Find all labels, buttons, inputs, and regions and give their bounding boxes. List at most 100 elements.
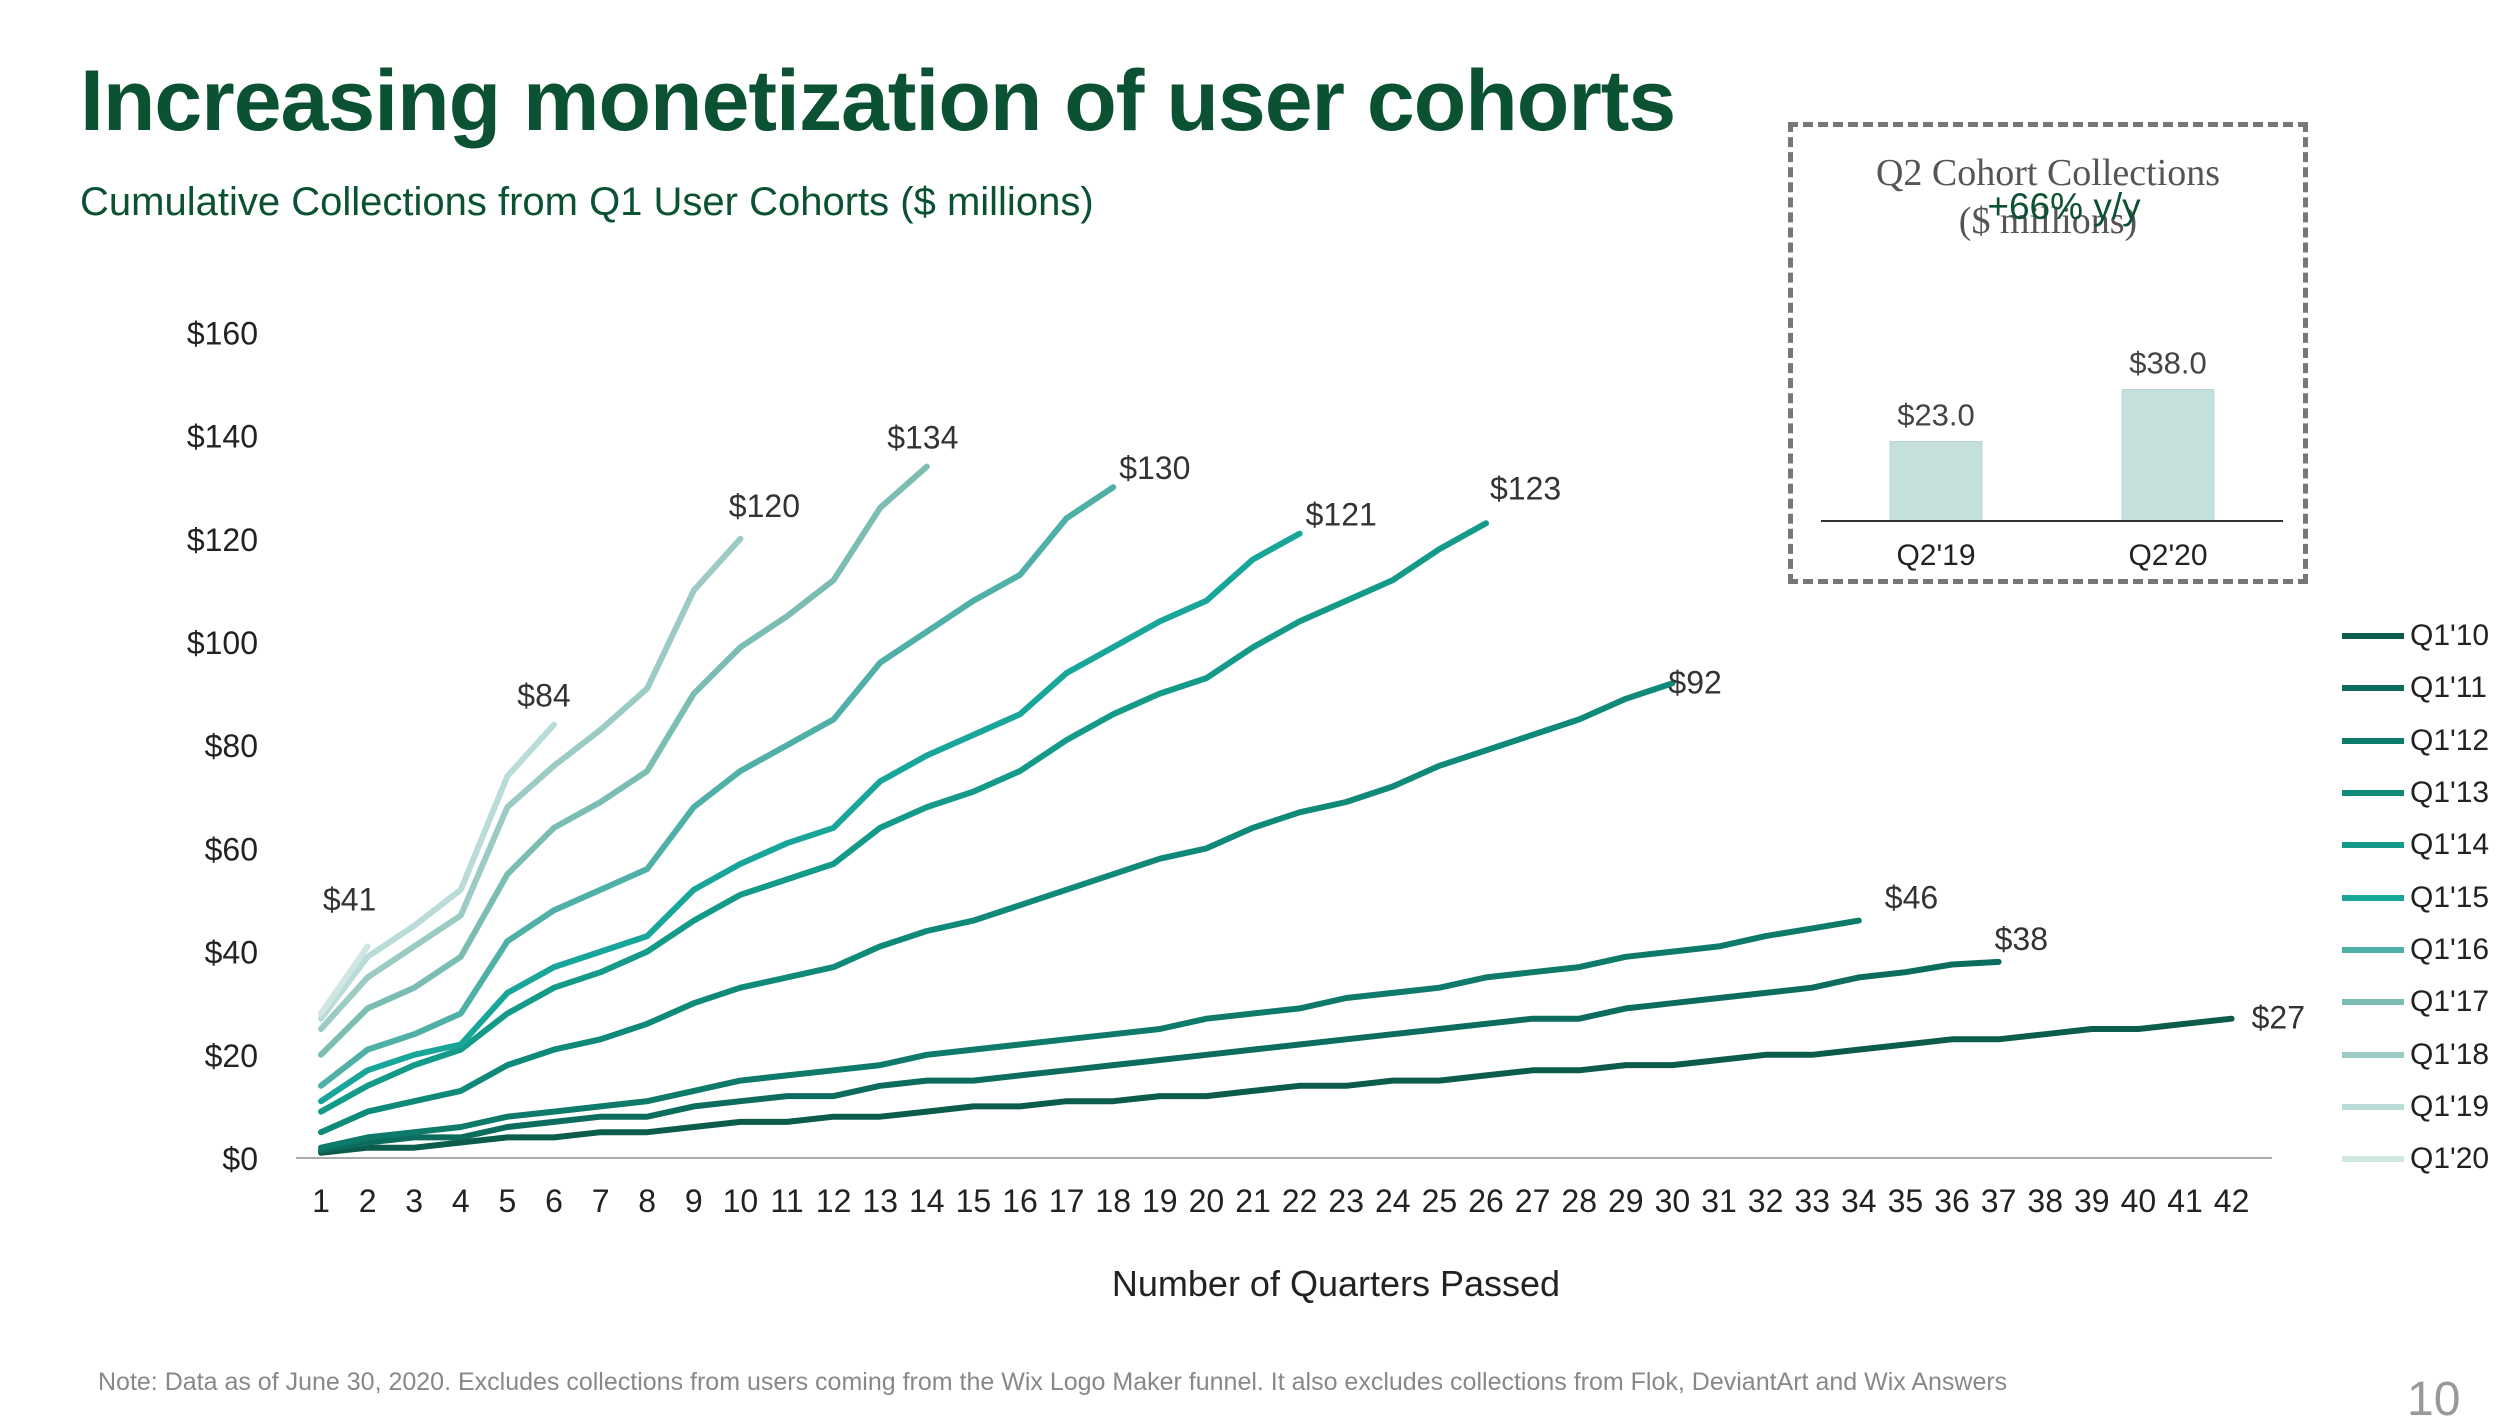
legend-item: Q1'11 [2342, 662, 2489, 714]
y-tick-label: $40 [205, 935, 258, 971]
legend-label: Q1'20 [2410, 1142, 2490, 1176]
inset-bar [1889, 440, 1983, 522]
series-lines [318, 463, 2235, 1156]
inset-bar-value-label: $23.0 [1897, 397, 1975, 432]
inset-category-label: Q2'19 [1896, 539, 1975, 572]
legend-label: Q1'13 [2410, 776, 2490, 810]
series-line [318, 917, 1862, 1151]
x-tick-label: 7 [592, 1183, 610, 1219]
x-tick-label: 10 [723, 1183, 759, 1219]
legend-label: Q1'10 [2410, 619, 2490, 653]
inset-category-label: Q2'20 [2128, 539, 2207, 572]
x-tick-label: 41 [2167, 1183, 2203, 1219]
legend-item: Q1'14 [2342, 819, 2489, 871]
legend-item: Q1'13 [2342, 767, 2489, 819]
inset-title: Q2 Cohort Collections ($ millions) [1793, 149, 2303, 245]
legend-label: Q1'11 [2410, 671, 2487, 705]
inset-title-line2: ($ millions) [1958, 200, 2138, 242]
x-tick-label: 4 [452, 1183, 470, 1219]
series-end-label: $46 [1885, 880, 1938, 916]
series-line [318, 535, 744, 1032]
chart-subtitle: Cumulative Collections from Q1 User Coho… [80, 180, 1094, 224]
x-tick-label: 1 [312, 1183, 330, 1219]
legend-label: Q1'17 [2410, 985, 2490, 1019]
series-line [318, 943, 371, 1017]
x-tick-label: 14 [909, 1183, 945, 1219]
x-tick-label: 17 [1049, 1183, 1085, 1219]
series-line [318, 680, 1676, 1136]
legend-item: Q1'10 [2342, 610, 2489, 662]
legend-item: Q1'16 [2342, 924, 2489, 976]
y-tick-label: $120 [187, 522, 258, 558]
legend-item: Q1'19 [2342, 1081, 2489, 1133]
inset-bar [2121, 389, 2215, 522]
inset-bars: $23.0 Q2'19 $38.0 Q2'20 [1889, 346, 2215, 572]
x-tick-label: 22 [1282, 1183, 1318, 1219]
x-tick-label: 18 [1095, 1183, 1131, 1219]
y-tick-label: $160 [187, 315, 258, 351]
footnote: Note: Data as of June 30, 2020. Excludes… [98, 1368, 2008, 1396]
series-line [318, 1015, 2235, 1156]
x-tick-label: 8 [638, 1183, 656, 1219]
y-tick-label: $0 [222, 1141, 258, 1177]
y-tick-label: $100 [187, 625, 258, 661]
legend-swatch [2342, 1103, 2404, 1110]
legend-label: Q1'12 [2410, 723, 2490, 757]
x-tick-label: 20 [1189, 1183, 1225, 1219]
y-tick-label: $140 [187, 419, 258, 455]
series-line [318, 484, 1117, 1089]
legend-label: Q1'15 [2410, 880, 2490, 914]
x-tick-label: 42 [2214, 1183, 2250, 1219]
legend-swatch [2342, 1156, 2404, 1163]
inset-title-line1: Q2 Cohort Collections [1875, 152, 2221, 194]
x-tick-label: 13 [862, 1183, 898, 1219]
x-tick-label: 34 [1841, 1183, 1877, 1219]
series-end-label: $120 [729, 488, 800, 524]
legend-label: Q1'19 [2410, 1089, 2490, 1123]
series-end-label: $121 [1306, 497, 1377, 533]
x-tick-label: 33 [1794, 1183, 1830, 1219]
x-tick-label: 19 [1142, 1183, 1178, 1219]
series-end-label: $92 [1668, 664, 1721, 700]
x-tick-label: 30 [1655, 1183, 1691, 1219]
x-tick-label: 37 [1981, 1183, 2017, 1219]
x-tick-label: 28 [1561, 1183, 1597, 1219]
series-end-label: $84 [517, 678, 570, 714]
series-line [318, 530, 1303, 1105]
legend-swatch [2342, 999, 2404, 1006]
inset-bar-chart: +66% y/y $23.0 Q2'19 $38.0 Q2'20 [1821, 186, 2283, 572]
x-tick-label: 6 [545, 1183, 563, 1219]
legend-swatch [2342, 790, 2404, 797]
series-end-labels: $27 $38 $46 $92 $123 $121 $130 $134 $120 $84 $41 [323, 420, 2305, 1036]
inset-bar-value-label: $38.0 [2129, 346, 2207, 381]
x-tick-label: 21 [1235, 1183, 1271, 1219]
x-tick-label: 29 [1608, 1183, 1644, 1219]
x-tick-label: 12 [816, 1183, 852, 1219]
legend-item: Q1'17 [2342, 976, 2489, 1028]
x-tick-label: 31 [1701, 1183, 1737, 1219]
x-tick-label: 38 [2027, 1183, 2063, 1219]
series-end-label: $41 [323, 881, 376, 917]
q2-cohort-inset: Q2 Cohort Collections ($ millions) +66% … [1788, 122, 2308, 584]
series-line [318, 721, 557, 1022]
inset-growth-annotation: +66% y/y [1987, 186, 2141, 227]
legend-label: Q1'14 [2410, 828, 2490, 862]
legend-swatch [2342, 842, 2404, 849]
legend-swatch [2342, 737, 2404, 744]
series-line [318, 958, 2002, 1154]
x-tick-label: 26 [1468, 1183, 1504, 1219]
legend-swatch [2342, 946, 2404, 953]
x-tick-label: 36 [1934, 1183, 1970, 1219]
x-tick-label: 24 [1375, 1183, 1411, 1219]
page-number: 10 [2407, 1373, 2461, 1426]
legend-swatch [2342, 1051, 2404, 1058]
x-tick-label: 35 [1888, 1183, 1924, 1219]
series-end-label: $38 [1995, 921, 2048, 957]
x-tick-label: 11 [770, 1183, 803, 1219]
series-line [318, 463, 930, 1058]
series-end-label: $134 [887, 420, 958, 456]
legend-swatch [2342, 685, 2404, 692]
legend-item: Q1'15 [2342, 871, 2489, 923]
series-end-label: $130 [1119, 450, 1190, 486]
